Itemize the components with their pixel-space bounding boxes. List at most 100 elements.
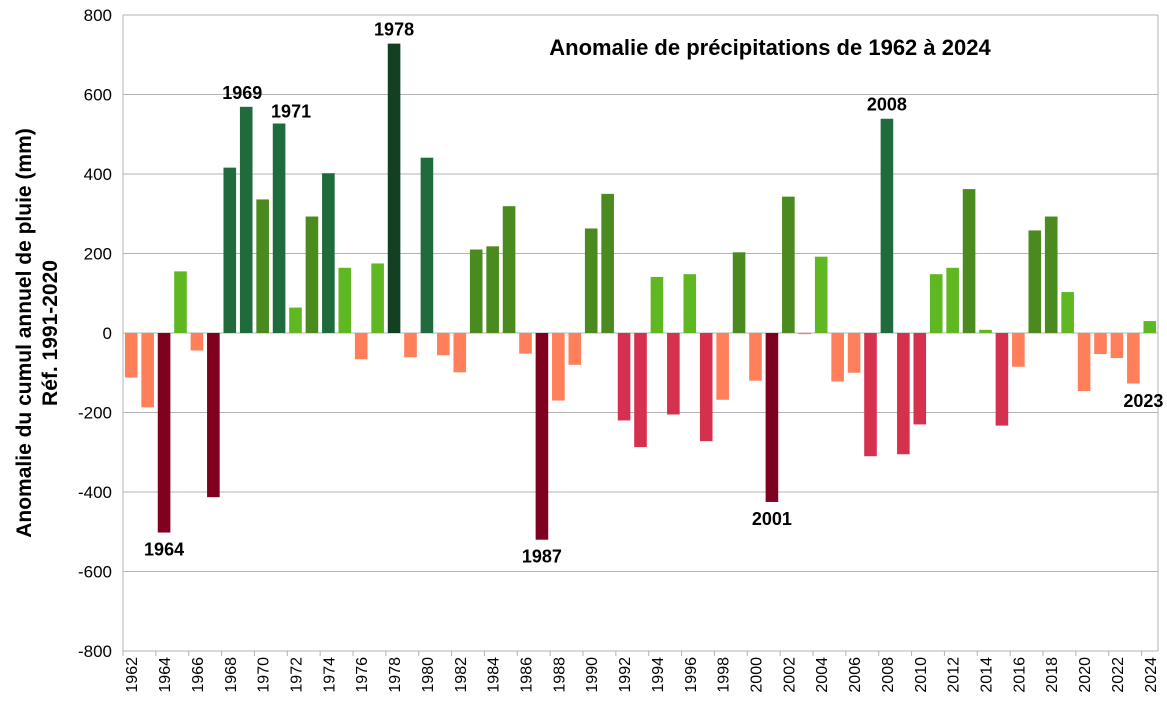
bar-2004: [814, 256, 828, 333]
x-tick-label: 1990: [584, 657, 601, 693]
bar-1984: [486, 246, 499, 333]
annotations: 1964 1969 1971 1978 1987 2001 2008 2023: [144, 20, 1163, 567]
bar-1971: [272, 123, 286, 333]
bar-1963: [141, 333, 154, 408]
bar-1982: [453, 333, 467, 373]
bar-1974: [322, 173, 335, 333]
annotation-1971: 1971: [271, 102, 311, 122]
bar-2015: [995, 333, 1009, 426]
x-tick-label: 1978: [387, 657, 404, 693]
bar-1988: [552, 333, 565, 401]
bar-1999: [732, 252, 746, 333]
bar-2007: [864, 333, 877, 457]
bar-1962: [124, 333, 138, 378]
bar-1976: [354, 333, 368, 360]
x-tick-label: 2012: [946, 657, 963, 693]
bar-1968: [223, 167, 237, 333]
bar-2002: [782, 196, 795, 333]
bar-1977: [371, 263, 384, 333]
annotation-1964: 1964: [144, 540, 184, 560]
bar-1980: [420, 157, 434, 333]
y-tick-label: -200: [78, 404, 112, 423]
y-axis-title: Anomalie du cumul annuel de pluie (mm): [13, 128, 36, 538]
y-tick-label: 0: [103, 324, 112, 343]
bar-1987: [535, 333, 549, 540]
x-tick-label: 1970: [256, 657, 273, 693]
bar-1996: [683, 274, 697, 333]
bar-1983: [469, 249, 483, 333]
x-tick-labels: 1962 1964 1966 1968 1970 1972 1974 1976 1978 1980…: [124, 657, 1160, 693]
x-tick-label: 2018: [1044, 657, 1061, 693]
x-tick-label: 1966: [190, 657, 207, 693]
y-tick-label: 600: [84, 86, 112, 105]
x-tick-label: 2024: [1143, 657, 1160, 693]
bar-1979: [404, 333, 417, 358]
bar-1991: [601, 193, 614, 333]
bar-1967: [207, 333, 220, 498]
annotation-2008: 2008: [867, 95, 907, 115]
x-tick-label: 1972: [289, 657, 306, 693]
x-tick-label: 1996: [683, 657, 700, 693]
y-tick-label: -400: [78, 483, 112, 502]
bar-1978: [387, 43, 401, 334]
bar-1975: [338, 267, 352, 333]
bar-2006: [847, 333, 861, 373]
bar-2016: [1012, 333, 1025, 367]
bar-1970: [256, 199, 269, 333]
bar-2017: [1028, 230, 1042, 333]
bar-1981: [437, 333, 450, 356]
bar-1969: [239, 106, 253, 333]
bars: [124, 43, 1157, 540]
bar-1994: [650, 276, 664, 333]
x-tick-label: 1998: [716, 657, 733, 693]
bar-2024: [1143, 321, 1157, 333]
bar-2022: [1110, 333, 1124, 359]
bar-2009: [897, 333, 910, 455]
y-tick-label: -600: [78, 563, 112, 582]
x-tick-label: 2006: [847, 657, 864, 693]
bar-1972: [289, 307, 302, 333]
bar-1992: [617, 333, 631, 421]
x-tick-label: 1962: [124, 657, 141, 693]
y-tick-label: 800: [84, 6, 112, 25]
chart-title: Anomalie de précipitations de 1962 à 202…: [549, 35, 991, 60]
x-tick-label: 2004: [814, 657, 831, 693]
bar-1997: [699, 333, 713, 442]
bar-1989: [568, 333, 582, 365]
bar-2014: [979, 329, 992, 333]
x-tick-label: 1974: [321, 657, 338, 693]
annotation-2001: 2001: [752, 509, 792, 529]
x-tick-label: 2020: [1077, 657, 1094, 693]
annotation-1978: 1978: [374, 20, 414, 40]
bar-1973: [305, 216, 319, 333]
bar-1990: [584, 228, 598, 333]
bar-2001: [765, 333, 779, 502]
bar-1965: [174, 271, 187, 333]
bar-1995: [667, 333, 680, 415]
x-tick-label: 2002: [781, 657, 798, 693]
bar-2018: [1044, 216, 1058, 333]
x-tick-label: 1994: [650, 657, 667, 693]
bar-2008: [880, 118, 894, 333]
bar-2020: [1077, 333, 1091, 392]
x-tick-label: 1968: [223, 657, 240, 693]
x-tick-label: 1988: [551, 657, 568, 693]
bar-2005: [831, 333, 844, 382]
x-tick-label: 2000: [749, 657, 766, 693]
x-tick-label: 1986: [519, 657, 536, 693]
bar-2000: [749, 333, 762, 381]
bar-1993: [634, 333, 647, 448]
y-tick-label: 400: [84, 165, 112, 184]
bar-2023: [1127, 333, 1140, 384]
x-tick-label: 2010: [913, 657, 930, 693]
y-axis-subtitle: Réf. 1991-2020: [39, 260, 62, 406]
bar-2021: [1094, 333, 1107, 355]
bar-2003: [798, 333, 812, 335]
annotation-1987: 1987: [522, 547, 562, 567]
annotation-1969: 1969: [222, 83, 262, 103]
y-tick-labels: -800 -600 -400 -200 0 200 400 600 800: [78, 6, 112, 661]
x-tick-label: 2016: [1011, 657, 1028, 693]
bar-2019: [1061, 292, 1074, 333]
x-tick-label: 1976: [354, 657, 371, 693]
